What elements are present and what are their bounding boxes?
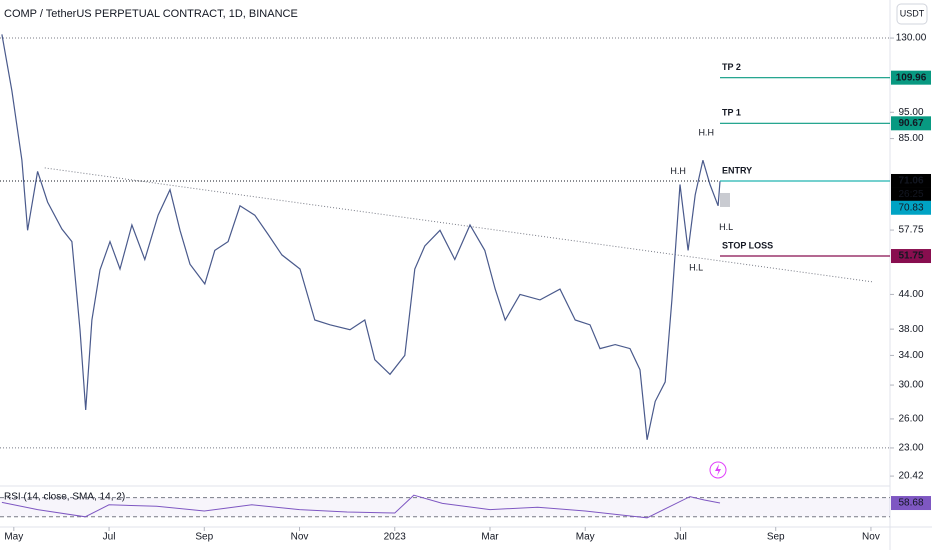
price-tag-label: 51.75 xyxy=(898,251,923,262)
price-tag xyxy=(891,249,931,264)
rsi-line xyxy=(1,494,721,519)
x-tick-label: Sep xyxy=(195,532,213,543)
y-tick-label: 26.00 xyxy=(898,414,923,425)
rsi-band-fill xyxy=(0,497,890,517)
x-tick-label: Nov xyxy=(291,532,309,543)
annotation: H.L xyxy=(719,222,733,232)
y-tick-label: 85.00 xyxy=(898,133,923,144)
x-tick-label: Mar xyxy=(481,532,499,543)
alert-icon[interactable] xyxy=(709,461,727,479)
price-tag xyxy=(891,70,931,85)
annotation: H.H xyxy=(698,127,714,137)
y-tick-label: 130.00 xyxy=(896,33,927,44)
y-tick-label: 30.00 xyxy=(898,380,923,391)
position-box xyxy=(720,192,730,207)
y-tick-label: 38.00 xyxy=(898,324,923,335)
y-tick-label: 95.00 xyxy=(898,107,923,118)
price-tag xyxy=(891,173,931,188)
x-tick-label: Jul xyxy=(103,532,116,543)
x-tick-label: May xyxy=(576,532,595,543)
countdown-tag xyxy=(891,187,931,201)
y-tick-label: 34.00 xyxy=(898,350,923,361)
price-tag xyxy=(891,200,931,215)
rsi-tag-label: 58.68 xyxy=(898,498,923,509)
alert-bolt[interactable] xyxy=(715,464,721,476)
y-tick-label: 20.42 xyxy=(898,471,923,482)
price-tag-label: 109.96 xyxy=(896,72,927,83)
currency-label[interactable]: USDT xyxy=(900,8,925,18)
y-tick-label: 57.75 xyxy=(898,225,923,236)
rsi-tag xyxy=(891,496,931,511)
annotation: H.L xyxy=(689,262,703,272)
price-tag-label: 71.06 xyxy=(898,176,923,187)
x-tick-label: Sep xyxy=(767,532,785,543)
y-tick-label: 23.00 xyxy=(898,443,923,454)
price-tag-label: 70.83 xyxy=(898,202,923,213)
level-label: TP 2 xyxy=(722,62,741,72)
currency-button[interactable] xyxy=(896,3,928,25)
rsi-title: RSI (14, close, SMA, 14, 2) xyxy=(4,492,125,503)
price-tag-label: 90.67 xyxy=(898,118,923,129)
x-tick-label: Jul xyxy=(674,532,687,543)
x-tick-label: May xyxy=(4,532,23,543)
level-label: STOP LOSS xyxy=(722,240,773,250)
level-label: TP 1 xyxy=(722,108,741,118)
price-tag xyxy=(891,116,931,131)
chart-title: COMP / TetherUS PERPETUAL CONTRACT, 1D, … xyxy=(4,8,298,20)
countdown: 26:25 xyxy=(898,189,923,200)
annotation: H.H xyxy=(670,166,686,176)
y-tick-label: 44.00 xyxy=(898,289,923,300)
x-tick-label: 2023 xyxy=(384,532,407,543)
trendline xyxy=(44,167,873,283)
price-line xyxy=(1,34,721,440)
x-tick-label: Nov xyxy=(862,532,880,543)
level-label: ENTRY xyxy=(722,165,752,175)
